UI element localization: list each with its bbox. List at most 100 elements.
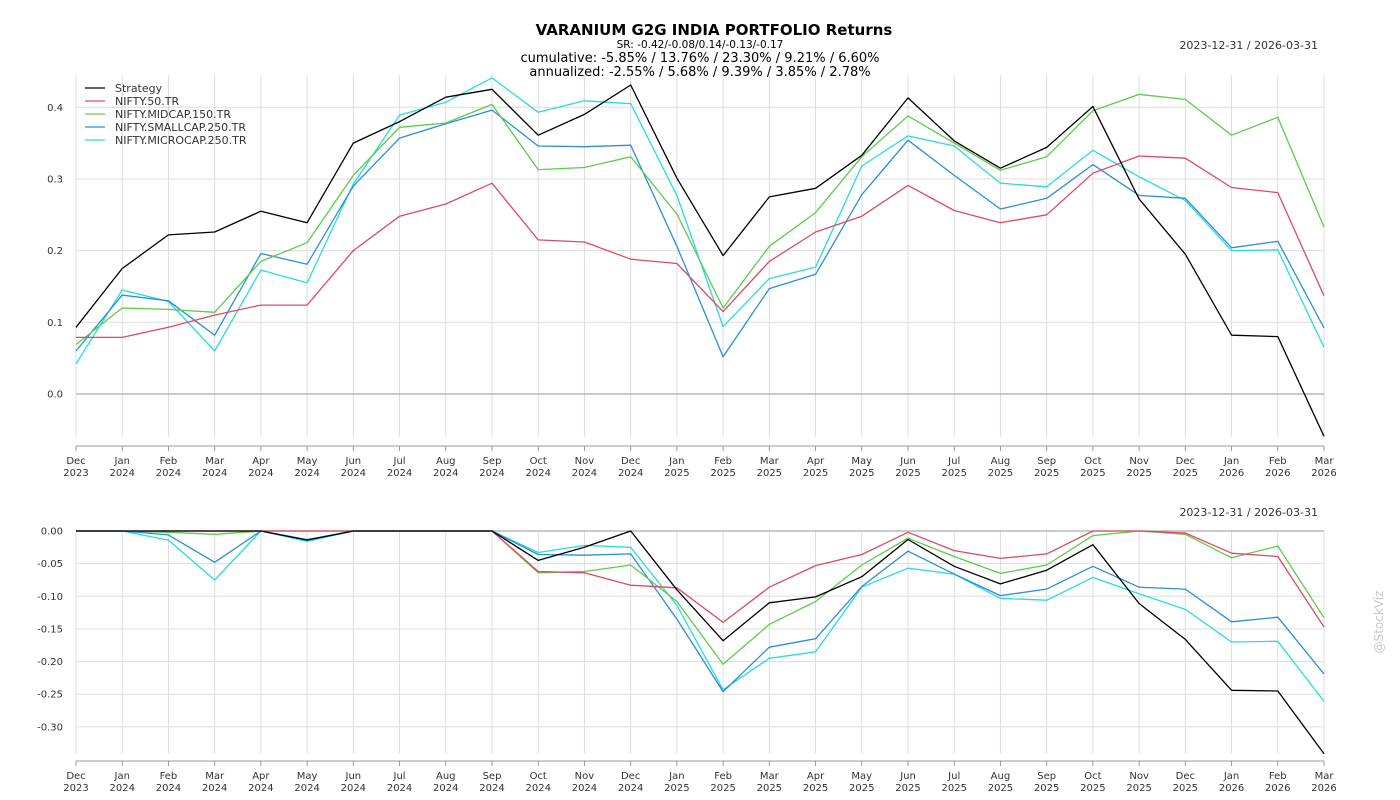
drawdown-x-tick-year: 2024 — [156, 783, 181, 794]
drawdown-x-tick-label: Jul — [393, 771, 406, 782]
legend: StrategyNIFTY.50.TRNIFTY.MIDCAP.150.TRNI… — [85, 82, 247, 147]
drawdown-x-tick-year: 2024 — [294, 783, 319, 794]
drawdown-x-tick-label: Jul — [947, 771, 960, 782]
legend-label-nifty-50-tr: NIFTY.50.TR — [115, 95, 180, 108]
returns-x-tick-year: 2025 — [895, 468, 920, 479]
returns-x-tick-year: 2024 — [202, 468, 227, 479]
drawdown-x-tick-label: May — [851, 771, 872, 782]
returns-x-tick-label: Sep — [1037, 456, 1056, 467]
returns-x-tick-year: 2025 — [1126, 468, 1151, 479]
drawdown-x-tick-year: 2026 — [1219, 783, 1244, 794]
drawdown-x-tick-label: Mar — [205, 771, 225, 782]
returns-x-tick-year: 2024 — [156, 468, 181, 479]
returns-x-tick-label: Jun — [345, 456, 362, 467]
returns-x-tick-year: 2025 — [1034, 468, 1059, 479]
returns-x-tick-year: 2024 — [294, 468, 319, 479]
drawdown-x-tick-label: Jun — [899, 771, 916, 782]
drawdown-x-tick-label: Jan — [668, 771, 684, 782]
returns-y-tick-label: 0.1 — [47, 318, 63, 329]
returns-x-tick-label: Apr — [807, 456, 825, 467]
drawdown-x-tick-year: 2024 — [341, 783, 366, 794]
returns-x-tick-label: Jul — [947, 456, 960, 467]
drawdown-y-tick-label: -0.20 — [37, 657, 63, 668]
returns-x-tick-label: Sep — [483, 456, 502, 467]
returns-x-tick-label: Mar — [205, 456, 225, 467]
drawdown-x-tick-label: Aug — [991, 771, 1011, 782]
returns-x-tick-label: Aug — [991, 456, 1011, 467]
returns-x-tick-label: Jul — [393, 456, 406, 467]
returns-x-tick-year: 2023 — [63, 468, 88, 479]
drawdown-x-tick-label: Oct — [1084, 771, 1101, 782]
drawdown-x-tick-label: Mar — [1315, 771, 1335, 782]
drawdown-x-tick-label: Oct — [530, 771, 547, 782]
drawdown-x-tick-year: 2026 — [1265, 783, 1290, 794]
drawdown-x-tick-year: 2024 — [387, 783, 412, 794]
drawdown-x-tick-year: 2024 — [618, 783, 643, 794]
returns-x-tick-year: 2024 — [341, 468, 366, 479]
returns-y-tick-label: 0.3 — [47, 174, 63, 185]
returns-x-tick-year: 2025 — [849, 468, 874, 479]
returns-x-tick-year: 2024 — [479, 468, 504, 479]
returns-x-tick-label: Apr — [252, 456, 270, 467]
chart-title: VARANIUM G2G INDIA PORTFOLIO Returns — [536, 21, 893, 39]
returns-x-tick-year: 2024 — [248, 468, 273, 479]
drawdown-x-tick-label: Feb — [160, 771, 178, 782]
returns-x-tick-label: Feb — [1269, 456, 1287, 467]
drawdown-x-tick-label: Jan — [114, 771, 130, 782]
drawdown-series-nifty-smallcap-250-tr — [76, 530, 1325, 693]
drawdown-x-tick-label: Sep — [483, 771, 502, 782]
date-range-bottom: 2023-12-31 / 2026-03-31 — [1179, 506, 1318, 519]
returns-x-tick-label: Nov — [1129, 456, 1149, 467]
returns-x-tick-year: 2025 — [710, 468, 735, 479]
returns-x-tick-year: 2026 — [1219, 468, 1244, 479]
drawdown-x-tick-label: Sep — [1037, 771, 1056, 782]
drawdown-x-tick-label: Jan — [1223, 771, 1239, 782]
drawdown-x-tick-year: 2024 — [248, 783, 273, 794]
returns-y-tick-label: 0.0 — [47, 389, 63, 400]
returns-x-tick-label: Jan — [1223, 456, 1239, 467]
returns-x-tick-label: Oct — [1084, 456, 1101, 467]
returns-x-tick-year: 2024 — [109, 468, 134, 479]
returns-x-tick-label: Aug — [436, 456, 456, 467]
returns-x-tick-label: Dec — [1176, 456, 1195, 467]
returns-x-tick-label: Jun — [899, 456, 916, 467]
drawdown-x-tick-label: Aug — [436, 771, 456, 782]
drawdown-x-tick-label: Dec — [621, 771, 640, 782]
drawdown-x-tick-year: 2024 — [572, 783, 597, 794]
returns-x-tick-year: 2024 — [525, 468, 550, 479]
returns-x-tick-label: Mar — [760, 456, 780, 467]
returns-x-tick-label: Nov — [575, 456, 595, 467]
drawdown-x-tick-year: 2024 — [479, 783, 504, 794]
watermark: @StockViz — [1372, 591, 1386, 654]
legend-label-nifty-smallcap-250-tr: NIFTY.SMALLCAP.250.TR — [115, 121, 246, 134]
drawdown-panel: 0.00-0.05-0.10-0.15-0.20-0.25-0.30Dec202… — [37, 527, 1337, 795]
returns-x-tick-label: Jan — [668, 456, 684, 467]
drawdown-x-tick-label: May — [297, 771, 318, 782]
returns-series-nifty-smallcap-250-tr — [75, 109, 1325, 358]
drawdown-x-tick-label: Nov — [1129, 771, 1149, 782]
returns-y-tick-label: 0.4 — [47, 103, 63, 114]
drawdown-x-tick-year: 2025 — [1034, 783, 1059, 794]
drawdown-x-tick-year: 2025 — [1126, 783, 1151, 794]
drawdown-y-tick-label: -0.30 — [37, 722, 63, 733]
drawdown-x-tick-year: 2025 — [941, 783, 966, 794]
drawdown-x-tick-year: 2025 — [1080, 783, 1105, 794]
drawdown-x-tick-year: 2025 — [757, 783, 782, 794]
drawdown-x-tick-label: Dec — [1176, 771, 1195, 782]
drawdown-y-tick-label: -0.25 — [37, 690, 63, 701]
drawdown-x-tick-year: 2024 — [202, 783, 227, 794]
returns-x-tick-year: 2025 — [941, 468, 966, 479]
legend-label-nifty-microcap-250-tr: NIFTY.MICROCAP.250.TR — [115, 134, 247, 147]
drawdown-x-tick-year: 2024 — [109, 783, 134, 794]
returns-series-nifty-50-tr — [76, 155, 1325, 339]
returns-x-tick-label: Mar — [1315, 456, 1335, 467]
returns-series-nifty-midcap-150-tr — [75, 93, 1325, 346]
returns-x-tick-year: 2025 — [664, 468, 689, 479]
sharpe-ratio-line: SR: -0.42/-0.08/0.14/-0.13/-0.17 — [617, 39, 784, 51]
returns-x-tick-year: 2025 — [757, 468, 782, 479]
drawdown-x-tick-year: 2024 — [525, 783, 550, 794]
drawdown-series-nifty-50-tr — [76, 530, 1325, 628]
drawdown-y-tick-label: -0.10 — [37, 592, 63, 603]
returns-x-tick-year: 2024 — [387, 468, 412, 479]
